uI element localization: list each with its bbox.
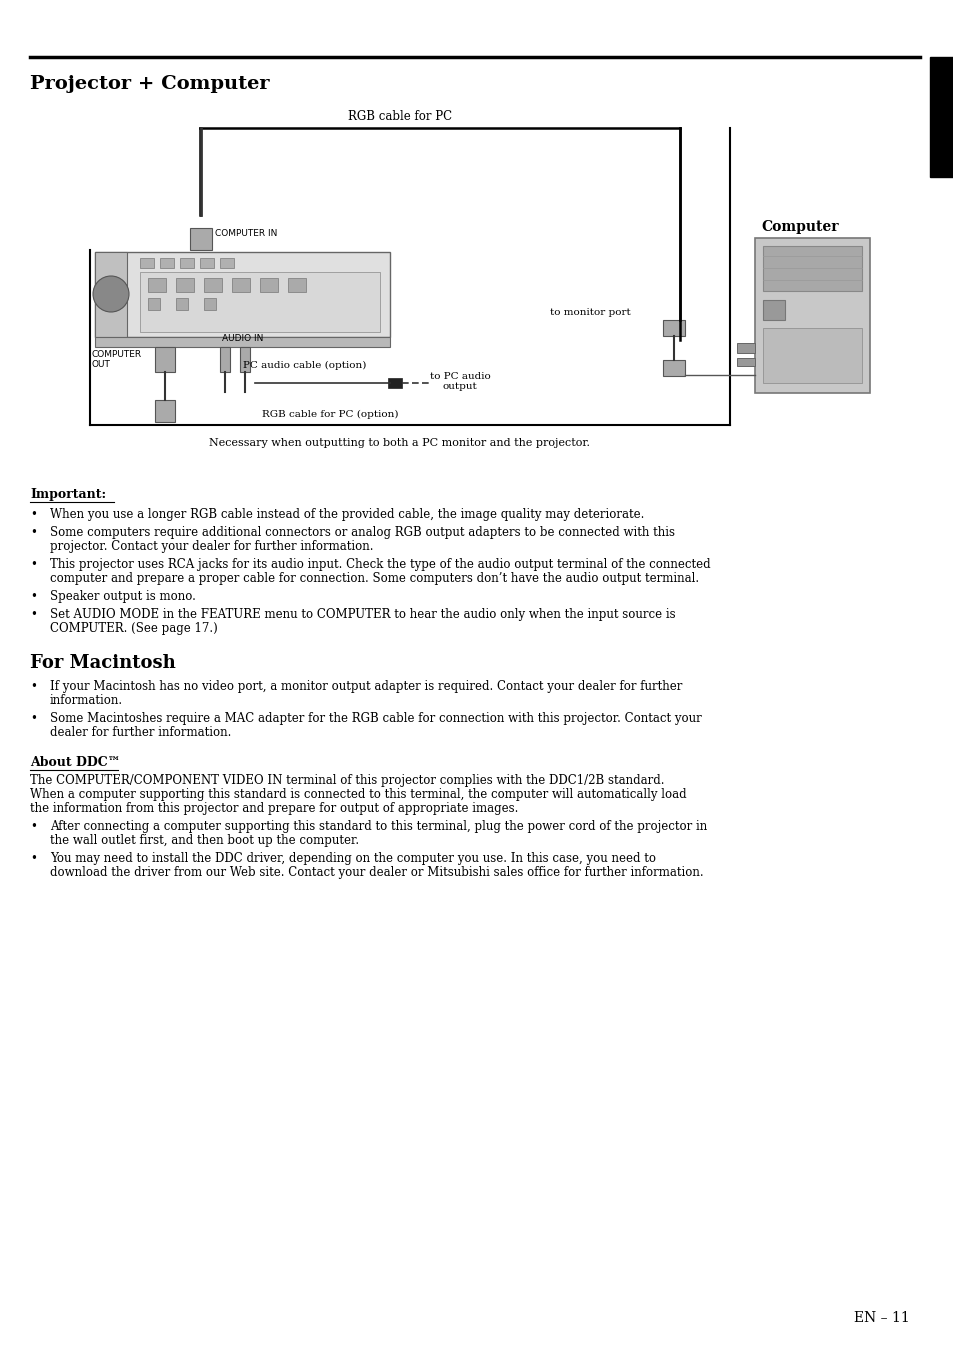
- Bar: [260, 278, 277, 292]
- Bar: [154, 347, 174, 372]
- Text: dealer for further information.: dealer for further information.: [50, 725, 232, 739]
- Bar: [662, 359, 684, 376]
- Text: computer and prepare a proper cable for connection. Some computers don’t have th: computer and prepare a proper cable for …: [50, 571, 699, 585]
- Bar: [220, 347, 230, 372]
- Text: Set AUDIO MODE in the FEATURE menu to COMPUTER to hear the audio only when the i: Set AUDIO MODE in the FEATURE menu to CO…: [50, 608, 675, 621]
- Bar: [154, 400, 174, 422]
- Text: Projector + Computer: Projector + Computer: [30, 76, 270, 93]
- Circle shape: [92, 276, 129, 312]
- Bar: [140, 258, 153, 267]
- Text: Some computers require additional connectors or analog RGB output adapters to be: Some computers require additional connec…: [50, 526, 675, 539]
- Text: •: •: [30, 712, 37, 725]
- Bar: [140, 272, 379, 332]
- Bar: [175, 278, 193, 292]
- Text: EN – 11: EN – 11: [853, 1310, 909, 1325]
- Text: •: •: [30, 590, 37, 603]
- Text: •: •: [30, 508, 37, 521]
- Text: COMPUTER
OUT: COMPUTER OUT: [91, 350, 142, 369]
- Bar: [662, 320, 684, 336]
- Text: •: •: [30, 680, 37, 693]
- Text: ENGLISH: ENGLISH: [936, 120, 946, 176]
- Bar: [95, 336, 390, 347]
- Text: the wall outlet first, and then boot up the computer.: the wall outlet first, and then boot up …: [50, 834, 358, 847]
- Text: •: •: [30, 526, 37, 539]
- Text: Computer: Computer: [760, 220, 838, 234]
- Text: When you use a longer RGB cable instead of the provided cable, the image quality: When you use a longer RGB cable instead …: [50, 508, 643, 521]
- Bar: [754, 238, 869, 393]
- Bar: [190, 228, 212, 250]
- Bar: [95, 253, 390, 336]
- Bar: [929, 57, 953, 177]
- Bar: [160, 258, 173, 267]
- Text: •: •: [30, 852, 37, 865]
- Text: download the driver from our Web site. Contact your dealer or Mitsubishi sales o: download the driver from our Web site. C…: [50, 866, 703, 880]
- Bar: [180, 258, 193, 267]
- Bar: [737, 358, 754, 366]
- Bar: [148, 278, 166, 292]
- Text: About DDC™: About DDC™: [30, 757, 120, 769]
- Text: Some Macintoshes require a MAC adapter for the RGB cable for connection with thi: Some Macintoshes require a MAC adapter f…: [50, 712, 701, 725]
- Text: For Macintosh: For Macintosh: [30, 654, 175, 671]
- Text: COMPUTER IN: COMPUTER IN: [214, 228, 277, 238]
- Text: Important:: Important:: [30, 488, 106, 501]
- Bar: [737, 343, 754, 353]
- Text: •: •: [30, 608, 37, 621]
- Text: •: •: [30, 558, 37, 571]
- Text: You may need to install the DDC driver, depending on the computer you use. In th: You may need to install the DDC driver, …: [50, 852, 656, 865]
- Text: This projector uses RCA jacks for its audio input. Check the type of the audio o: This projector uses RCA jacks for its au…: [50, 558, 710, 571]
- Text: PC audio cable (option): PC audio cable (option): [243, 361, 366, 370]
- Bar: [762, 246, 862, 290]
- Text: to PC audio
output: to PC audio output: [429, 372, 490, 392]
- Text: projector. Contact your dealer for further information.: projector. Contact your dealer for furth…: [50, 540, 374, 553]
- Bar: [232, 278, 250, 292]
- Text: COMPUTER. (See page 17.): COMPUTER. (See page 17.): [50, 621, 217, 635]
- Text: •: •: [30, 820, 37, 834]
- Text: After connecting a computer supporting this standard to this terminal, plug the : After connecting a computer supporting t…: [50, 820, 706, 834]
- Bar: [95, 253, 127, 336]
- Bar: [148, 299, 160, 309]
- Text: If your Macintosh has no video port, a monitor output adapter is required. Conta: If your Macintosh has no video port, a m…: [50, 680, 681, 693]
- Text: the information from this projector and prepare for output of appropriate images: the information from this projector and …: [30, 802, 517, 815]
- Bar: [204, 278, 222, 292]
- Bar: [204, 299, 215, 309]
- Text: Necessary when outputting to both a PC monitor and the projector.: Necessary when outputting to both a PC m…: [210, 438, 590, 449]
- Bar: [240, 347, 250, 372]
- Text: information.: information.: [50, 694, 123, 707]
- Text: RGB cable for PC: RGB cable for PC: [348, 109, 452, 123]
- Bar: [288, 278, 306, 292]
- Bar: [200, 258, 213, 267]
- Text: to monitor port: to monitor port: [549, 308, 630, 317]
- Text: The COMPUTER/COMPONENT VIDEO IN terminal of this projector complies with the DDC: The COMPUTER/COMPONENT VIDEO IN terminal…: [30, 774, 664, 788]
- Bar: [388, 378, 401, 388]
- Bar: [762, 300, 784, 320]
- Bar: [220, 258, 233, 267]
- Text: AUDIO IN: AUDIO IN: [222, 334, 263, 343]
- Bar: [175, 299, 188, 309]
- Text: Speaker output is mono.: Speaker output is mono.: [50, 590, 195, 603]
- Bar: [762, 328, 862, 382]
- Text: RGB cable for PC (option): RGB cable for PC (option): [261, 409, 397, 419]
- Text: When a computer supporting this standard is connected to this terminal, the comp: When a computer supporting this standard…: [30, 788, 686, 801]
